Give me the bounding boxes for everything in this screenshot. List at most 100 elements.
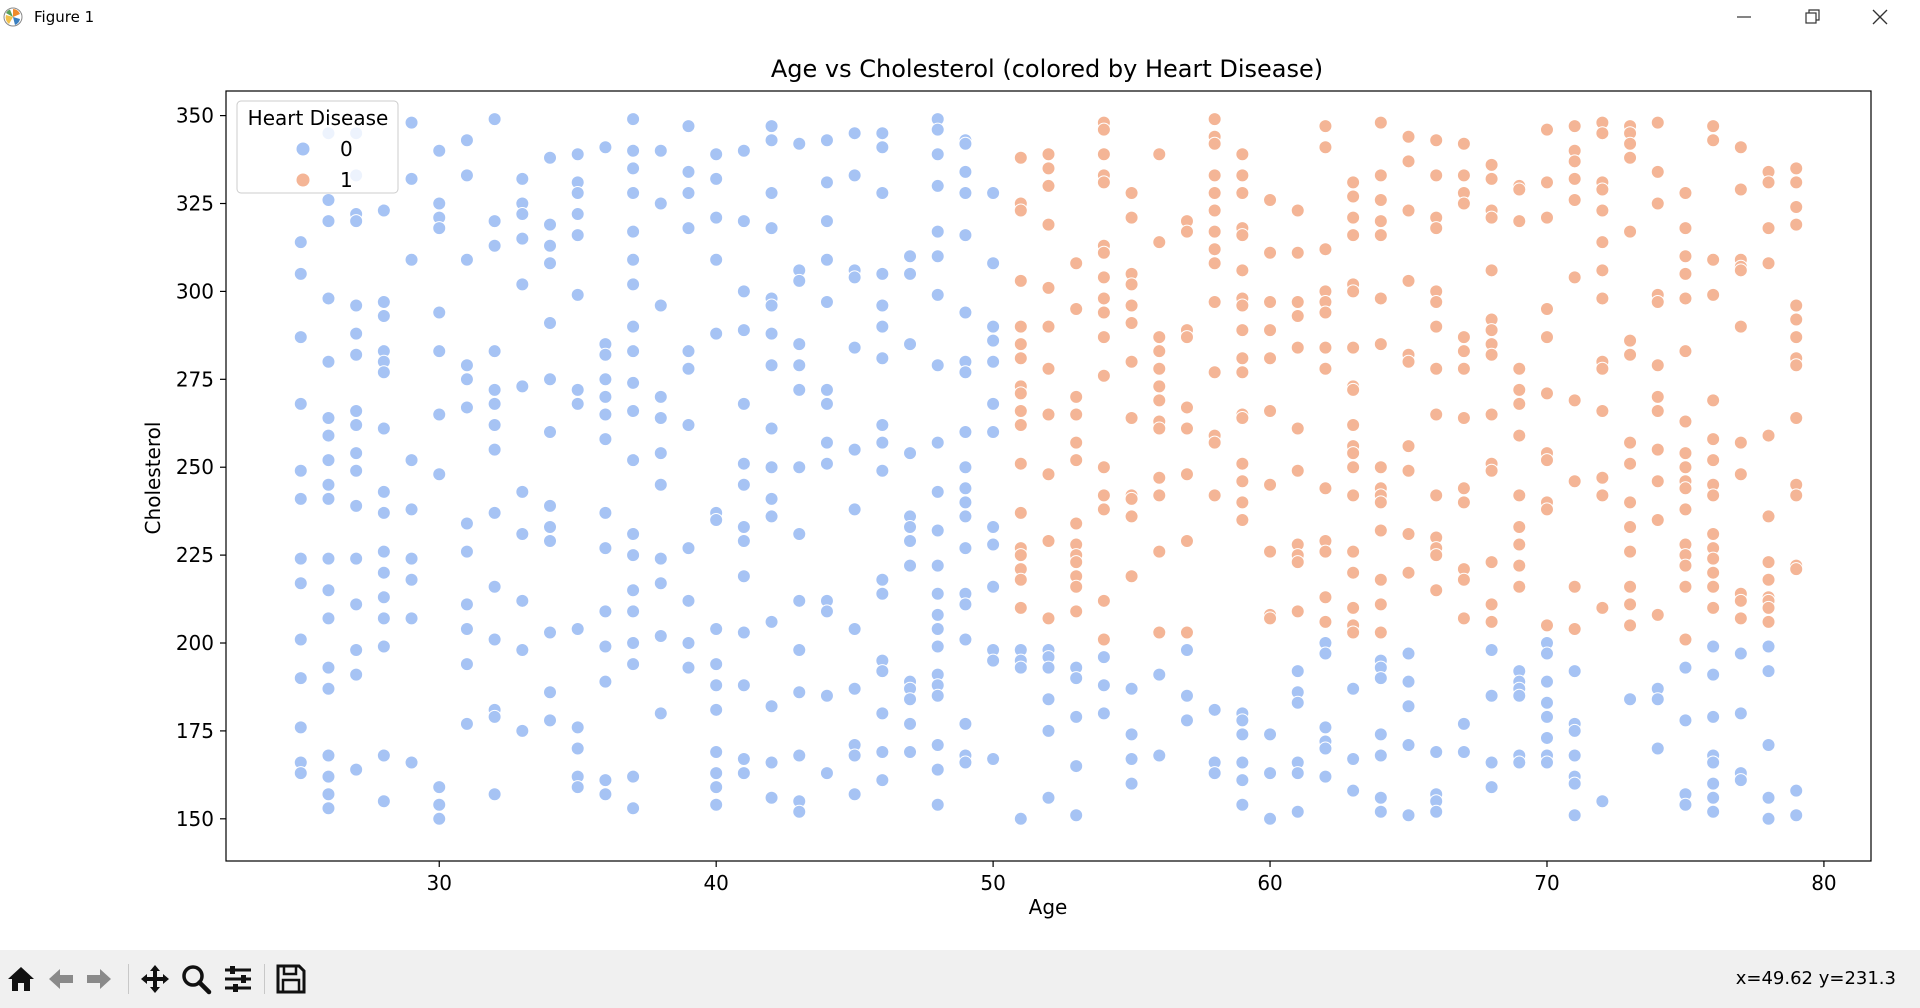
scatter-point-1	[1207, 488, 1222, 503]
scatter-point-0	[1706, 639, 1721, 654]
scatter-point-1	[1595, 126, 1610, 141]
scatter-point-1	[1263, 544, 1278, 559]
scatter-point-1	[1069, 407, 1084, 422]
scatter-point-0	[321, 748, 336, 763]
save-button[interactable]	[272, 960, 310, 998]
scatter-point-0	[1263, 766, 1278, 781]
scatter-point-1	[1235, 365, 1250, 380]
scatter-point-1	[1733, 182, 1748, 197]
scatter-point-1	[1124, 569, 1139, 584]
scatter-point-0	[598, 787, 613, 802]
scatter-point-0	[875, 664, 890, 679]
scatter-point-1	[1013, 273, 1028, 288]
scatter-point-0	[598, 432, 613, 447]
scatter-point-0	[681, 418, 696, 433]
scatter-point-0	[1013, 660, 1028, 675]
scatter-point-0	[709, 512, 724, 527]
scatter-point-0	[764, 221, 779, 236]
scatter-point-0	[903, 558, 918, 573]
scatter-point-0	[1069, 671, 1084, 686]
scatter-point-1	[1456, 168, 1471, 183]
scatter-point-0	[598, 674, 613, 689]
scatter-point-1	[1429, 488, 1444, 503]
scatter-point-1	[1373, 572, 1388, 587]
scatter-point-1	[1512, 488, 1527, 503]
scatter-point-0	[432, 143, 447, 158]
scatter-point-1	[1124, 277, 1139, 292]
scatter-point-1	[1484, 614, 1499, 629]
scatter-point-0	[1567, 723, 1582, 738]
scatter-point-0	[930, 484, 945, 499]
pan-button[interactable]	[136, 960, 174, 998]
scatter-point-0	[1595, 794, 1610, 809]
scatter-point-0	[1567, 664, 1582, 679]
scatter-point-0	[764, 491, 779, 506]
scatter-point-1	[1179, 400, 1194, 415]
scatter-point-0	[487, 238, 502, 253]
scatter-point-1	[1706, 287, 1721, 302]
scatter-point-0	[653, 446, 668, 461]
pan-icon	[141, 965, 169, 993]
scatter-point-0	[930, 523, 945, 538]
restore-button[interactable]	[1784, 0, 1840, 34]
scatter-point-0	[1179, 688, 1194, 703]
scatter-point-0	[875, 745, 890, 760]
scatter-point-1	[1484, 555, 1499, 570]
scatter-point-0	[487, 396, 502, 411]
scatter-point-1	[1761, 221, 1776, 236]
scatter-point-0	[1539, 730, 1554, 745]
scatter-point-0	[764, 185, 779, 200]
zoom-button[interactable]	[177, 960, 215, 998]
scatter-point-1	[1346, 600, 1361, 615]
scatter-point-0	[1761, 664, 1776, 679]
scatter-point-1	[1539, 453, 1554, 468]
home-button[interactable]	[2, 960, 40, 998]
scatter-point-1	[1623, 544, 1638, 559]
forward-button[interactable]	[80, 960, 118, 998]
figure-canvas[interactable]: Age vs Cholesterol (colored by Heart Dis…	[0, 34, 1920, 950]
scatter-point-1	[1401, 527, 1416, 542]
scatter-point-1	[1567, 171, 1582, 186]
scatter-point-0	[847, 340, 862, 355]
window-title: Figure 1	[34, 8, 95, 26]
scatter-point-0	[570, 382, 585, 397]
scatter-point-1	[1318, 242, 1333, 257]
scatter-point-0	[376, 294, 391, 309]
scatter-point-1	[1013, 319, 1028, 334]
scatter-point-1	[1789, 217, 1804, 232]
scatter-point-0	[1761, 811, 1776, 826]
legend-title: Heart Disease	[248, 106, 389, 130]
scatter-point-0	[1318, 741, 1333, 756]
scatter-point-1	[1429, 548, 1444, 563]
minimize-button[interactable]	[1716, 0, 1772, 34]
scatter-point-0	[543, 498, 558, 513]
scatter-point-1	[1235, 512, 1250, 527]
save-icon	[276, 964, 306, 994]
close-button[interactable]	[1852, 0, 1908, 34]
scatter-point-1	[1346, 418, 1361, 433]
scatter-point-1	[1650, 442, 1665, 457]
scatter-point-0	[1761, 790, 1776, 805]
scatter-point-0	[543, 534, 558, 549]
scatter-point-1	[1152, 470, 1167, 485]
scatter-point-1	[1179, 330, 1194, 345]
scatter-point-1	[1041, 147, 1056, 162]
scatter-point-0	[1013, 811, 1028, 826]
scatter-point-0	[376, 309, 391, 324]
scatter-point-1	[1678, 249, 1693, 264]
scatter-point-0	[986, 319, 1001, 334]
scatter-point-0	[1152, 748, 1167, 763]
scatter-point-1	[1069, 579, 1084, 594]
scatter-point-0	[736, 625, 751, 640]
scatter-point-0	[764, 298, 779, 313]
scatter-point-0	[1346, 783, 1361, 798]
scatter-point-1	[1290, 604, 1305, 619]
scatter-point-1	[1069, 301, 1084, 316]
scatter-point-0	[598, 347, 613, 362]
scatter-point-1	[1318, 305, 1333, 320]
scatter-point-1	[1761, 256, 1776, 271]
scatter-point-1	[1706, 527, 1721, 542]
scatter-point-0	[1484, 643, 1499, 658]
back-button[interactable]	[42, 960, 80, 998]
configure-subplots-button[interactable]	[219, 960, 257, 998]
